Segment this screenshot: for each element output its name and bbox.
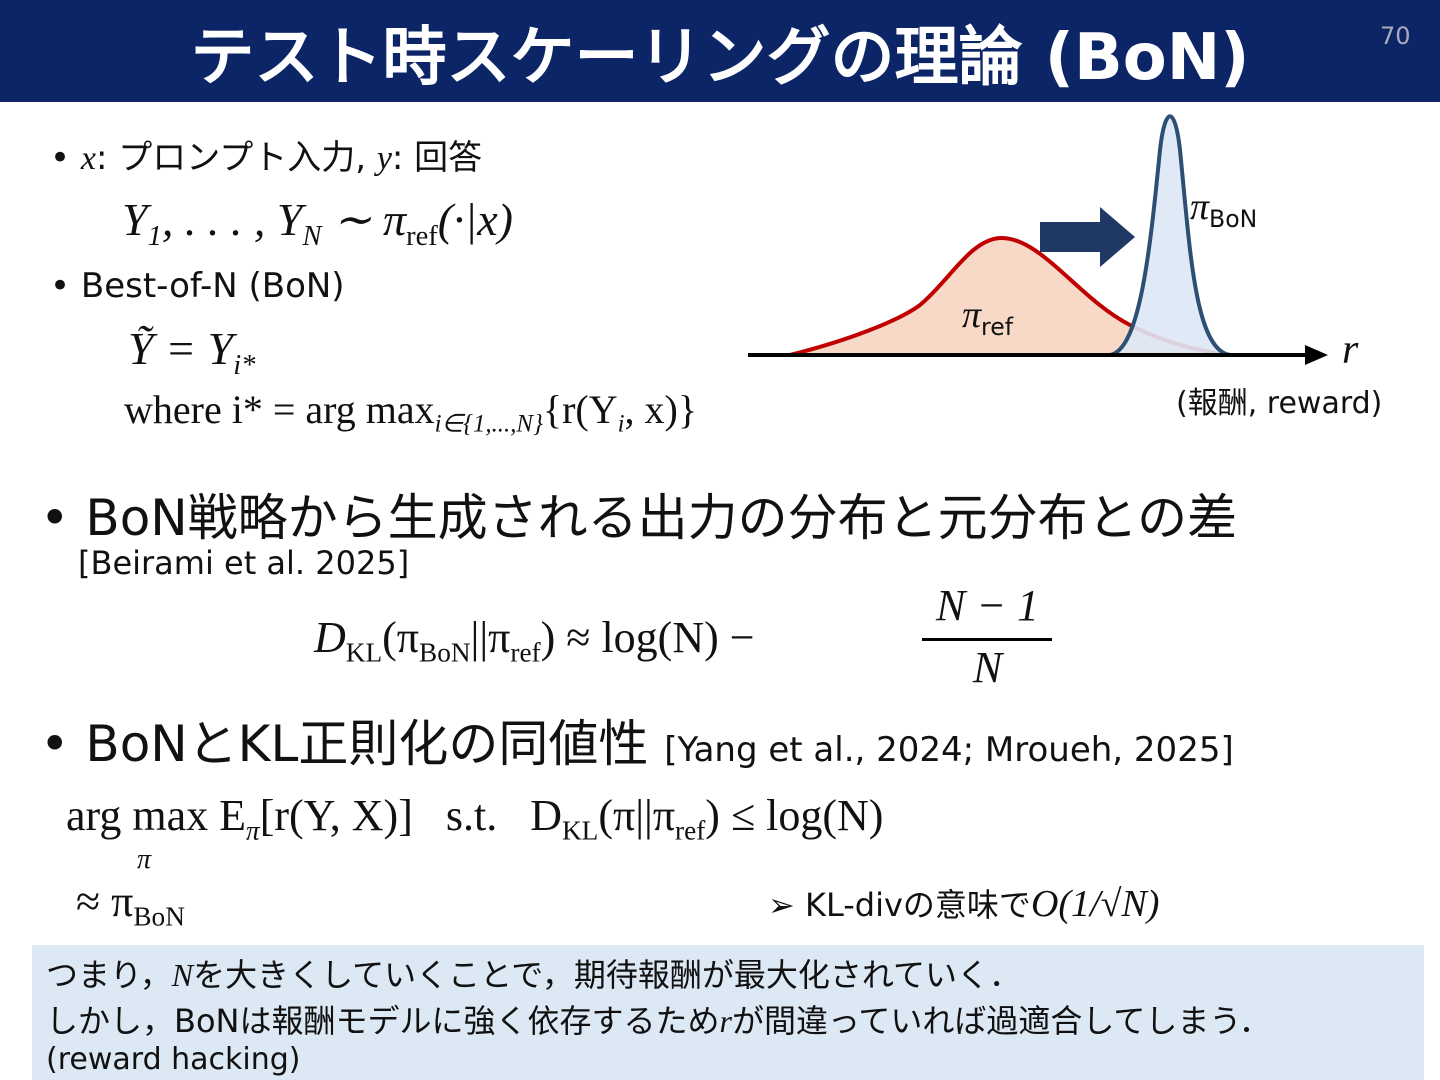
text-segment: (π	[382, 613, 420, 662]
text-segment: x	[80, 140, 96, 177]
text-segment: KL	[345, 637, 383, 668]
text-segment: i∈{1,...,N}	[434, 410, 543, 438]
text-segment: BoN	[1209, 205, 1258, 234]
text-segment: π	[962, 294, 982, 336]
text-segment: KL-divの意味で	[804, 886, 1031, 924]
summary-line: (reward hacking)	[46, 1042, 301, 1077]
numerator: N − 1	[935, 581, 1040, 630]
text-segment: r	[719, 1003, 732, 1039]
text-segment: [Yang et al., 2024; Mroueh, 2025]	[664, 730, 1234, 770]
shift-arrow	[1040, 207, 1135, 267]
text-segment: ||π	[470, 613, 511, 662]
ref-label: πref	[962, 292, 1013, 341]
text-segment: Y	[122, 194, 148, 245]
axis-arrow	[1305, 345, 1328, 365]
text-segment: (·|x)	[437, 194, 513, 245]
text-segment: BoNとKL正則化の同値性	[85, 715, 649, 773]
text-segment: i	[617, 410, 625, 438]
text-segment: , x)}	[624, 387, 698, 432]
text-segment: i*	[233, 349, 256, 381]
axis-caption: (報酬, reward)	[1176, 386, 1383, 421]
formula-under: π	[137, 844, 152, 875]
bon-area	[1109, 114, 1231, 357]
text-segment: ) ≈ log(N) −	[540, 613, 766, 662]
page-number: 70	[1380, 22, 1411, 50]
text-segment: 1	[147, 220, 162, 252]
text-segment: [r(Y, X)] s.t. D	[259, 791, 562, 840]
text-segment: : プロンプト入力,	[95, 138, 377, 178]
text-segment: Ỹ = Y	[128, 323, 234, 374]
formula: ≈ πBoN	[76, 876, 185, 933]
text-segment: arg max E	[66, 791, 247, 840]
text-segment: y	[376, 140, 392, 177]
text-segment: N	[171, 957, 194, 993]
text-segment: Best-of-N (BoN)	[80, 266, 345, 306]
text-segment: (π||π	[598, 791, 676, 840]
summary-box	[32, 945, 1424, 1080]
summary-line: しかし，BoNは報酬モデルに強く依存するためrが間違っていれば過適合してしまう．	[46, 996, 1271, 1042]
text-segment: , . . . , Y	[161, 194, 303, 245]
text-segment: を大きくしていくことで，期待報酬が最大化されていく．	[193, 956, 1021, 994]
note: ➢ KL-divの意味でO(1/√N)	[768, 883, 1160, 925]
heading: • BoNとKL正則化の同値性 [Yang et al., 2024; Mrou…	[40, 715, 1234, 773]
formula: arg max Eπ[r(Y, X)] s.t. DKL(π||πref) ≤ …	[66, 790, 883, 847]
text-segment: KL	[561, 815, 599, 846]
text-segment: BoN戦略から生成される出力の分布と元分布との差	[85, 489, 1238, 547]
denominator: N	[972, 643, 1003, 692]
text-segment: BoN	[133, 901, 185, 932]
text-segment: BoN	[419, 637, 471, 668]
text-segment: つまり，	[46, 956, 172, 994]
text-segment: π	[1190, 186, 1210, 228]
text-segment: where i* = arg max	[124, 387, 435, 432]
text-segment: ∼ π	[321, 194, 407, 245]
text-segment: ref	[406, 220, 438, 252]
formula: Y1, . . . , YN ∼ πref(·|x)	[122, 192, 513, 253]
text-segment: が間違っていれば過適合してしまう．	[731, 1002, 1271, 1040]
formula: Ỹ = Yi*	[128, 322, 255, 382]
bon-label: πBoN	[1190, 184, 1257, 233]
text-segment: {r(Y	[542, 387, 618, 432]
fraction-bar	[922, 638, 1052, 641]
text-segment: D	[314, 613, 346, 662]
text-segment: : 回答	[391, 138, 483, 178]
heading: • BoN戦略から生成される出力の分布と元分布との差	[40, 489, 1238, 547]
title: テスト時スケーリングの理論 (BoN)	[190, 21, 1250, 95]
text-segment: ref	[675, 815, 706, 846]
header-bar	[0, 0, 1440, 102]
text-segment: π	[246, 815, 260, 846]
bullet: • x: プロンプト入力, y: 回答	[50, 138, 483, 178]
text-segment: ref	[510, 637, 541, 668]
text-segment: N	[302, 220, 322, 252]
summary-line: つまり，Nを大きくしていくことで，期待報酬が最大化されていく．	[46, 950, 1021, 996]
bullet: • Best-of-N (BoN)	[50, 266, 345, 306]
distribution-diagram	[748, 114, 1328, 365]
text-segment: しかし，BoNは報酬モデルに強く依存するため	[46, 1002, 720, 1040]
text-segment: O(1/√N)	[1030, 883, 1160, 925]
formula: DKL(πBoN||πref) ≈ log(N) −	[314, 612, 766, 669]
text-segment: ref	[981, 313, 1013, 342]
text-segment: ) ≤ log(N)	[705, 791, 884, 840]
formula: where i* = arg maxi∈{1,...,N}{r(Yi, x)}	[124, 386, 697, 439]
axis-label: r	[1342, 327, 1359, 373]
citation: [Beirami et al. 2025]	[78, 544, 410, 582]
text-segment: ≈ π	[76, 877, 134, 926]
